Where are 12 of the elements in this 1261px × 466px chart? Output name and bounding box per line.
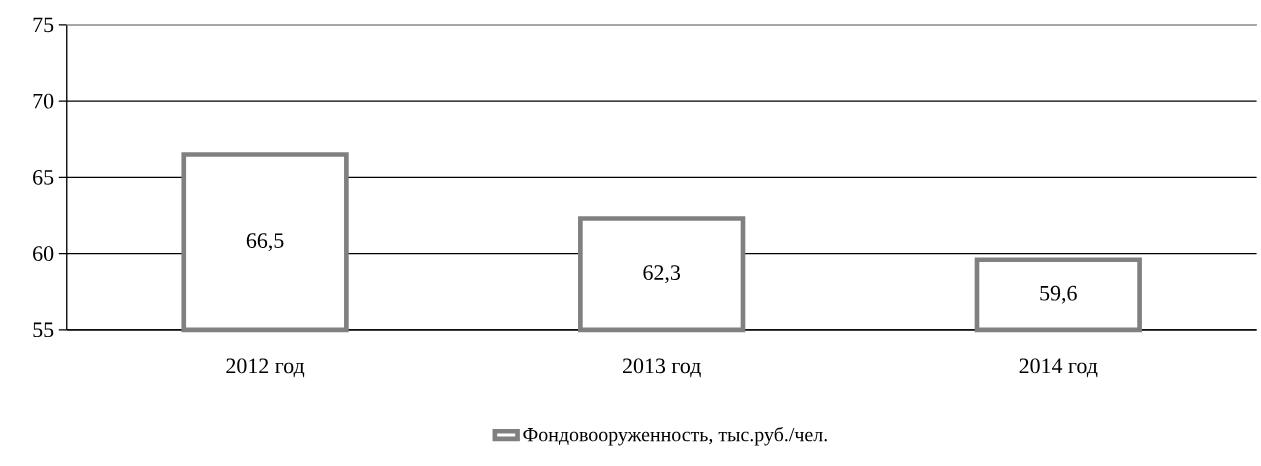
y-tick-label: 65 <box>33 169 54 185</box>
legend-label: Фондовооруженность, тыс.руб./чел. <box>523 426 827 446</box>
data-label: 66,5 <box>246 233 284 251</box>
data-label: 62,3 <box>643 265 680 283</box>
y-tick-label: 55 <box>33 322 54 337</box>
y-tick-label: 75 <box>33 17 54 33</box>
x-tick-label: 2012 год <box>226 358 305 378</box>
x-tick-label: 2013 год <box>623 358 701 378</box>
data-label: 59,6 <box>1040 285 1077 304</box>
y-tick-label: 70 <box>33 93 54 109</box>
x-tick-label: 2014 год <box>1019 358 1098 378</box>
y-tick-label: 60 <box>33 246 54 261</box>
